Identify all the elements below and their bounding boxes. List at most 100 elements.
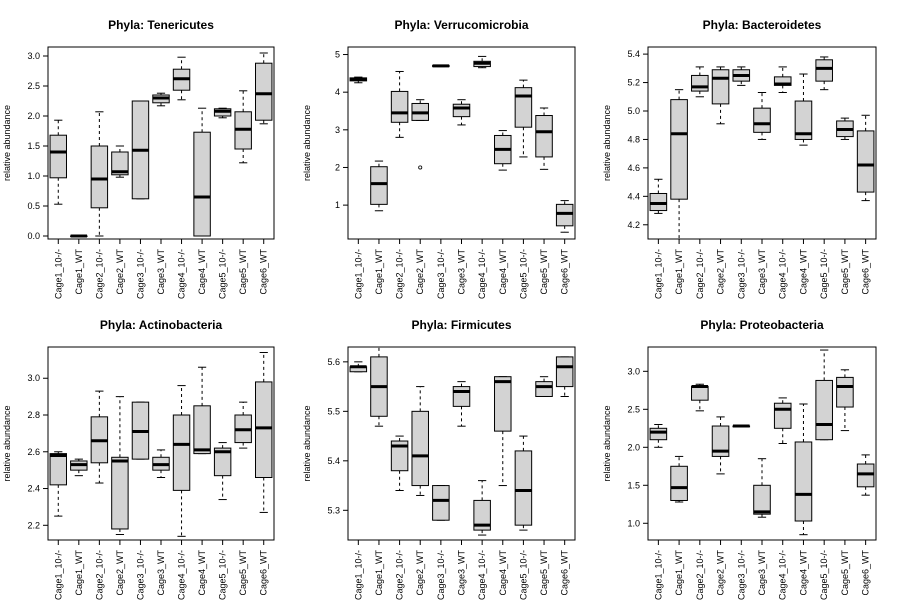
x-tick-label: Cage5_WT xyxy=(238,249,248,295)
box-2 xyxy=(370,160,388,212)
box-iqr xyxy=(691,74,709,92)
box-7 xyxy=(773,66,792,94)
box-iqr xyxy=(856,463,875,488)
box-7 xyxy=(172,385,191,537)
box-10 xyxy=(234,90,252,164)
box-3 xyxy=(390,70,409,138)
box-iqr xyxy=(691,386,709,401)
box-10 xyxy=(836,369,854,432)
x-tick-label: Cage2_WT xyxy=(115,550,125,596)
box-iqr xyxy=(514,450,533,526)
y-tick-label: 1.5 xyxy=(27,141,40,151)
x-tick-label: Cage3_WT xyxy=(457,550,467,596)
chart-panel: Phyla: Tenericutes relative abundance 0.0 0… xyxy=(2,18,275,299)
y-axis-label: relative abundance xyxy=(602,405,612,481)
box-iqr xyxy=(794,441,813,522)
chart-panel: Phyla: Actinobacteria relative abundance 2… xyxy=(2,318,275,600)
y-axis-label: relative abundance xyxy=(2,105,12,181)
box-iqr xyxy=(815,59,833,82)
outlier-point xyxy=(418,165,423,170)
box-iqr xyxy=(452,103,471,118)
chart-title: Phyla: Bacteroidetes xyxy=(703,18,822,32)
y-tick-label: 4.6 xyxy=(627,163,640,173)
box-iqr xyxy=(555,356,574,388)
x-tick-label: Cage2_WT xyxy=(415,550,425,596)
box-3 xyxy=(691,66,709,98)
box-7 xyxy=(473,55,491,69)
box-6 xyxy=(152,92,170,107)
x-tick-label: Cage4_WT xyxy=(798,249,808,295)
box-iqr xyxy=(670,99,688,200)
plot-frame xyxy=(647,46,877,240)
x-tick-label: Cage2_WT xyxy=(716,550,726,596)
y-tick-label: 1.0 xyxy=(27,171,40,181)
box-iqr xyxy=(49,453,67,486)
y-tick-label: 0.0 xyxy=(27,231,40,241)
y-axis-label: relative abundance xyxy=(2,405,12,481)
box-6 xyxy=(452,99,471,126)
plot-frame xyxy=(647,346,877,541)
y-tick-label: 5.3 xyxy=(327,505,340,515)
box-6 xyxy=(753,458,771,518)
x-tick-label: Cage3_WT xyxy=(757,249,767,295)
box-iqr xyxy=(856,130,875,193)
y-tick-label: 3.0 xyxy=(27,51,40,61)
box-2 xyxy=(370,346,388,427)
box-iqr xyxy=(111,456,129,530)
box-2 xyxy=(70,458,88,477)
chart-panel: Phyla: Verrucomicrobia relative abundance… xyxy=(302,18,576,299)
x-tick-label: Cage6_WT xyxy=(259,249,269,295)
box-iqr xyxy=(670,465,688,501)
x-tick-label: Cage3_10-/- xyxy=(135,550,145,600)
x-tick-label: Cage5_WT xyxy=(840,550,850,596)
box-11 xyxy=(856,454,875,496)
box-iqr xyxy=(452,386,471,407)
box-iqr xyxy=(193,405,211,455)
y-tick-label: 1 xyxy=(335,200,340,210)
box-1 xyxy=(49,451,67,517)
box-iqr xyxy=(255,381,273,479)
box-5 xyxy=(432,485,450,521)
x-tick-label: Cage1_WT xyxy=(674,249,684,295)
x-tick-label: Cage1_WT xyxy=(74,550,84,596)
box-iqr xyxy=(370,166,388,205)
y-tick-label: 5.2 xyxy=(627,78,640,88)
y-tick-label: 5.5 xyxy=(327,406,340,416)
box-8 xyxy=(193,107,211,237)
box-5 xyxy=(131,100,150,200)
x-tick-label: Cage3_10-/- xyxy=(436,550,446,600)
box-8 xyxy=(794,403,813,536)
box-11 xyxy=(555,200,574,233)
box-1 xyxy=(349,361,368,373)
y-axis-label: relative abundance xyxy=(302,105,312,181)
box-5 xyxy=(732,66,751,86)
box-3 xyxy=(691,383,709,412)
y-tick-label: 2.0 xyxy=(627,442,640,452)
box-9 xyxy=(213,107,232,119)
box-5 xyxy=(131,401,150,460)
box-11 xyxy=(856,114,875,202)
y-tick-label: 2.5 xyxy=(27,81,40,91)
box-11 xyxy=(555,356,574,397)
x-tick-label: Cage1_WT xyxy=(374,550,384,596)
plot-frame xyxy=(47,46,275,240)
y-tick-label: 3.0 xyxy=(627,366,640,376)
box-iqr xyxy=(473,499,491,531)
box-iqr xyxy=(555,203,574,227)
y-axis-label: relative abundance xyxy=(302,405,312,481)
x-tick-label: Cage1_10-/- xyxy=(53,550,63,600)
x-tick-label: Cage5_10-/- xyxy=(819,550,829,600)
box-iqr xyxy=(411,410,429,487)
y-tick-label: 4 xyxy=(335,87,340,97)
y-tick-label: 2.5 xyxy=(627,404,640,414)
x-tick-label: Cage5_10-/- xyxy=(518,249,528,299)
box-iqr xyxy=(753,484,771,515)
y-axis-label: relative abundance xyxy=(602,105,612,181)
x-tick-label: Cage5_WT xyxy=(539,550,549,596)
x-tick-label: Cage2_WT xyxy=(415,249,425,295)
box-11 xyxy=(255,352,273,513)
x-tick-label: Cage1_10-/- xyxy=(653,550,663,600)
y-tick-label: 3 xyxy=(335,125,340,135)
y-tick-label: 4.8 xyxy=(627,134,640,144)
y-tick-label: 0.5 xyxy=(27,201,40,211)
